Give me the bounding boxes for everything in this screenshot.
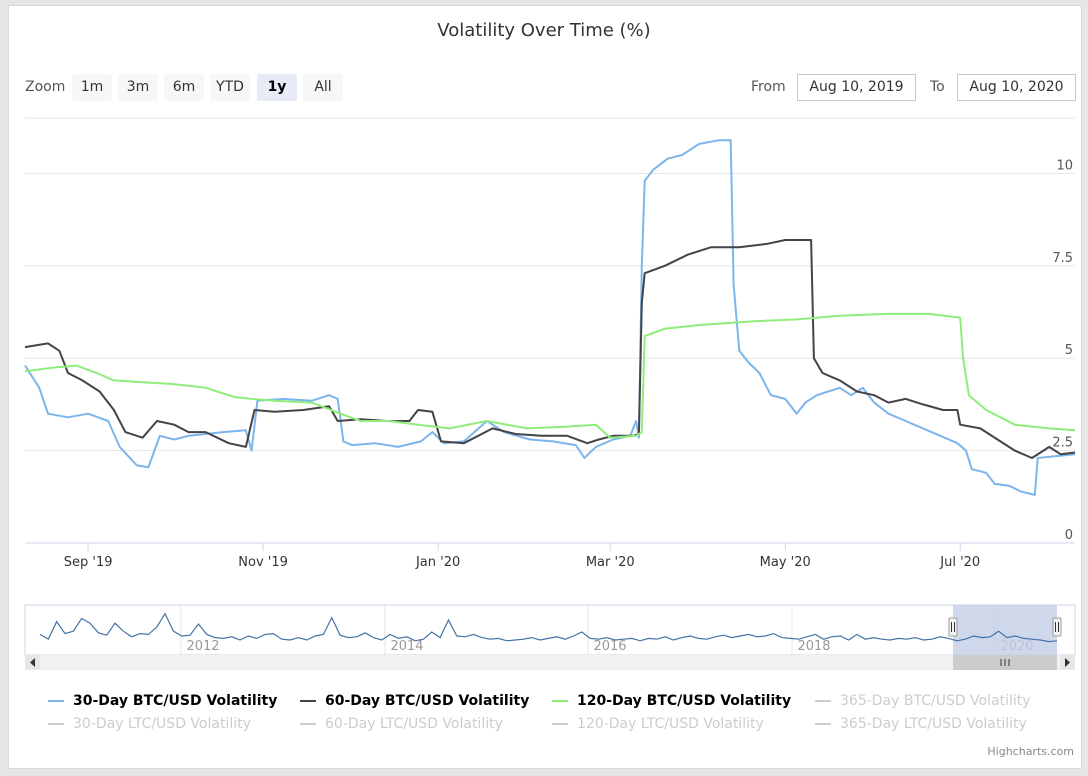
legend-symbol — [300, 723, 316, 725]
legend-label: 60-Day LTC/USD Volatility — [325, 716, 503, 732]
navigator-year-label: 2012 — [186, 639, 219, 654]
scrollbar-track — [25, 655, 1075, 670]
legend-symbol — [552, 723, 568, 725]
legend-item-30-day-ltc-usd-volatility[interactable]: 30-Day LTC/USD Volatility — [48, 716, 251, 732]
legend-symbol — [300, 700, 316, 702]
scrollbar[interactable] — [25, 655, 1075, 670]
navigator-year-label: 2014 — [390, 639, 423, 654]
series-line-120-day-btc-usd-volatility — [24, 312, 1076, 439]
x-tick-label: Sep '19 — [64, 555, 113, 570]
to-date-input[interactable]: Aug 10, 2020 — [957, 74, 1076, 101]
navigator-year-label: 2016 — [593, 639, 626, 654]
y-tick-label: 7.5 — [1052, 251, 1073, 266]
legend-label: 120-Day LTC/USD Volatility — [577, 716, 764, 732]
plot-area — [24, 139, 1076, 496]
x-tick-label: Jan '20 — [415, 555, 460, 570]
navigator[interactable]: 20122014201620182020 — [24, 604, 1076, 656]
legend-item-120-day-btc-usd-volatility[interactable]: 120-Day BTC/USD Volatility — [552, 693, 791, 709]
series-line-30-day-btc-usd-volatility — [24, 139, 1076, 496]
zoom-all-button[interactable]: All — [303, 74, 343, 101]
legend-symbol — [48, 723, 64, 725]
legend-label: 120-Day BTC/USD Volatility — [577, 693, 792, 709]
legend-item-30-day-btc-usd-volatility[interactable]: 30-Day BTC/USD Volatility — [48, 693, 277, 709]
chart-title: Volatility Over Time (%) — [437, 20, 651, 41]
legend-symbol — [552, 700, 568, 702]
legend-item-60-day-ltc-usd-volatility[interactable]: 60-Day LTC/USD Volatility — [300, 716, 503, 732]
y-axis: 0 2.5 5 7.5 10 — [1052, 158, 1073, 543]
y-tick-label: 2.5 — [1052, 436, 1073, 451]
scrollbar-left-arrow-icon — [30, 658, 35, 667]
navigator-handle — [1052, 617, 1062, 637]
navigator-series-line — [39, 612, 1058, 643]
navigator-range-mask — [953, 605, 1057, 655]
legend-symbol — [815, 700, 831, 702]
x-tick-label: May '20 — [760, 555, 811, 570]
legend-label: 60-Day BTC/USD Volatility — [325, 693, 530, 709]
y-tick-label: 5 — [1065, 343, 1073, 358]
legend-item-60-day-btc-usd-volatility[interactable]: 60-Day BTC/USD Volatility — [300, 693, 529, 709]
legend-label: 365-Day BTC/USD Volatility — [840, 693, 1031, 709]
credits-link[interactable]: Highcharts.com — [987, 745, 1074, 758]
y-tick-label: 10 — [1056, 158, 1073, 173]
zoom-label: Zoom — [25, 79, 66, 95]
x-tick-label: Mar '20 — [586, 555, 635, 570]
x-axis: Sep '19 Nov '19 Jan '20 Mar '20 May '20 Jul '… — [64, 543, 980, 570]
zoom-1y-button[interactable]: 1y — [257, 74, 297, 101]
x-tick-label: Jul '20 — [939, 555, 980, 570]
legend-item-365-day-btc-usd-volatility[interactable]: 365-Day BTC/USD Volatility — [815, 693, 1031, 709]
legend-item-365-day-ltc-usd-volatility[interactable]: 365-Day LTC/USD Volatility — [815, 716, 1027, 732]
x-tick-label: Nov '19 — [238, 555, 288, 570]
zoom-6m-button[interactable]: 6m — [164, 74, 204, 101]
navigator-handle — [948, 617, 958, 637]
zoom-ytd-button[interactable]: YTD — [210, 74, 250, 101]
series-line-60-day-btc-usd-volatility — [24, 239, 1076, 459]
legend-label: 30-Day LTC/USD Volatility — [73, 716, 251, 732]
zoom-1m-button[interactable]: 1m — [72, 74, 112, 101]
from-date-input[interactable]: Aug 10, 2019 — [797, 74, 916, 101]
navigator-background — [24, 604, 1076, 656]
grid-lines — [25, 117, 1075, 544]
y-tick-label: 0 — [1065, 528, 1073, 543]
legend-label: 30-Day BTC/USD Volatility — [73, 693, 278, 709]
from-label: From — [751, 79, 786, 95]
legend-symbol — [815, 723, 831, 725]
to-label: To — [930, 79, 945, 95]
legend-label: 365-Day LTC/USD Volatility — [840, 716, 1027, 732]
zoom-3m-button[interactable]: 3m — [118, 74, 158, 101]
legend-item-120-day-ltc-usd-volatility[interactable]: 120-Day LTC/USD Volatility — [552, 716, 764, 732]
navigator-year-label: 2018 — [797, 639, 830, 654]
legend-symbol — [48, 700, 64, 702]
scrollbar-right-arrow-icon — [1065, 658, 1070, 667]
